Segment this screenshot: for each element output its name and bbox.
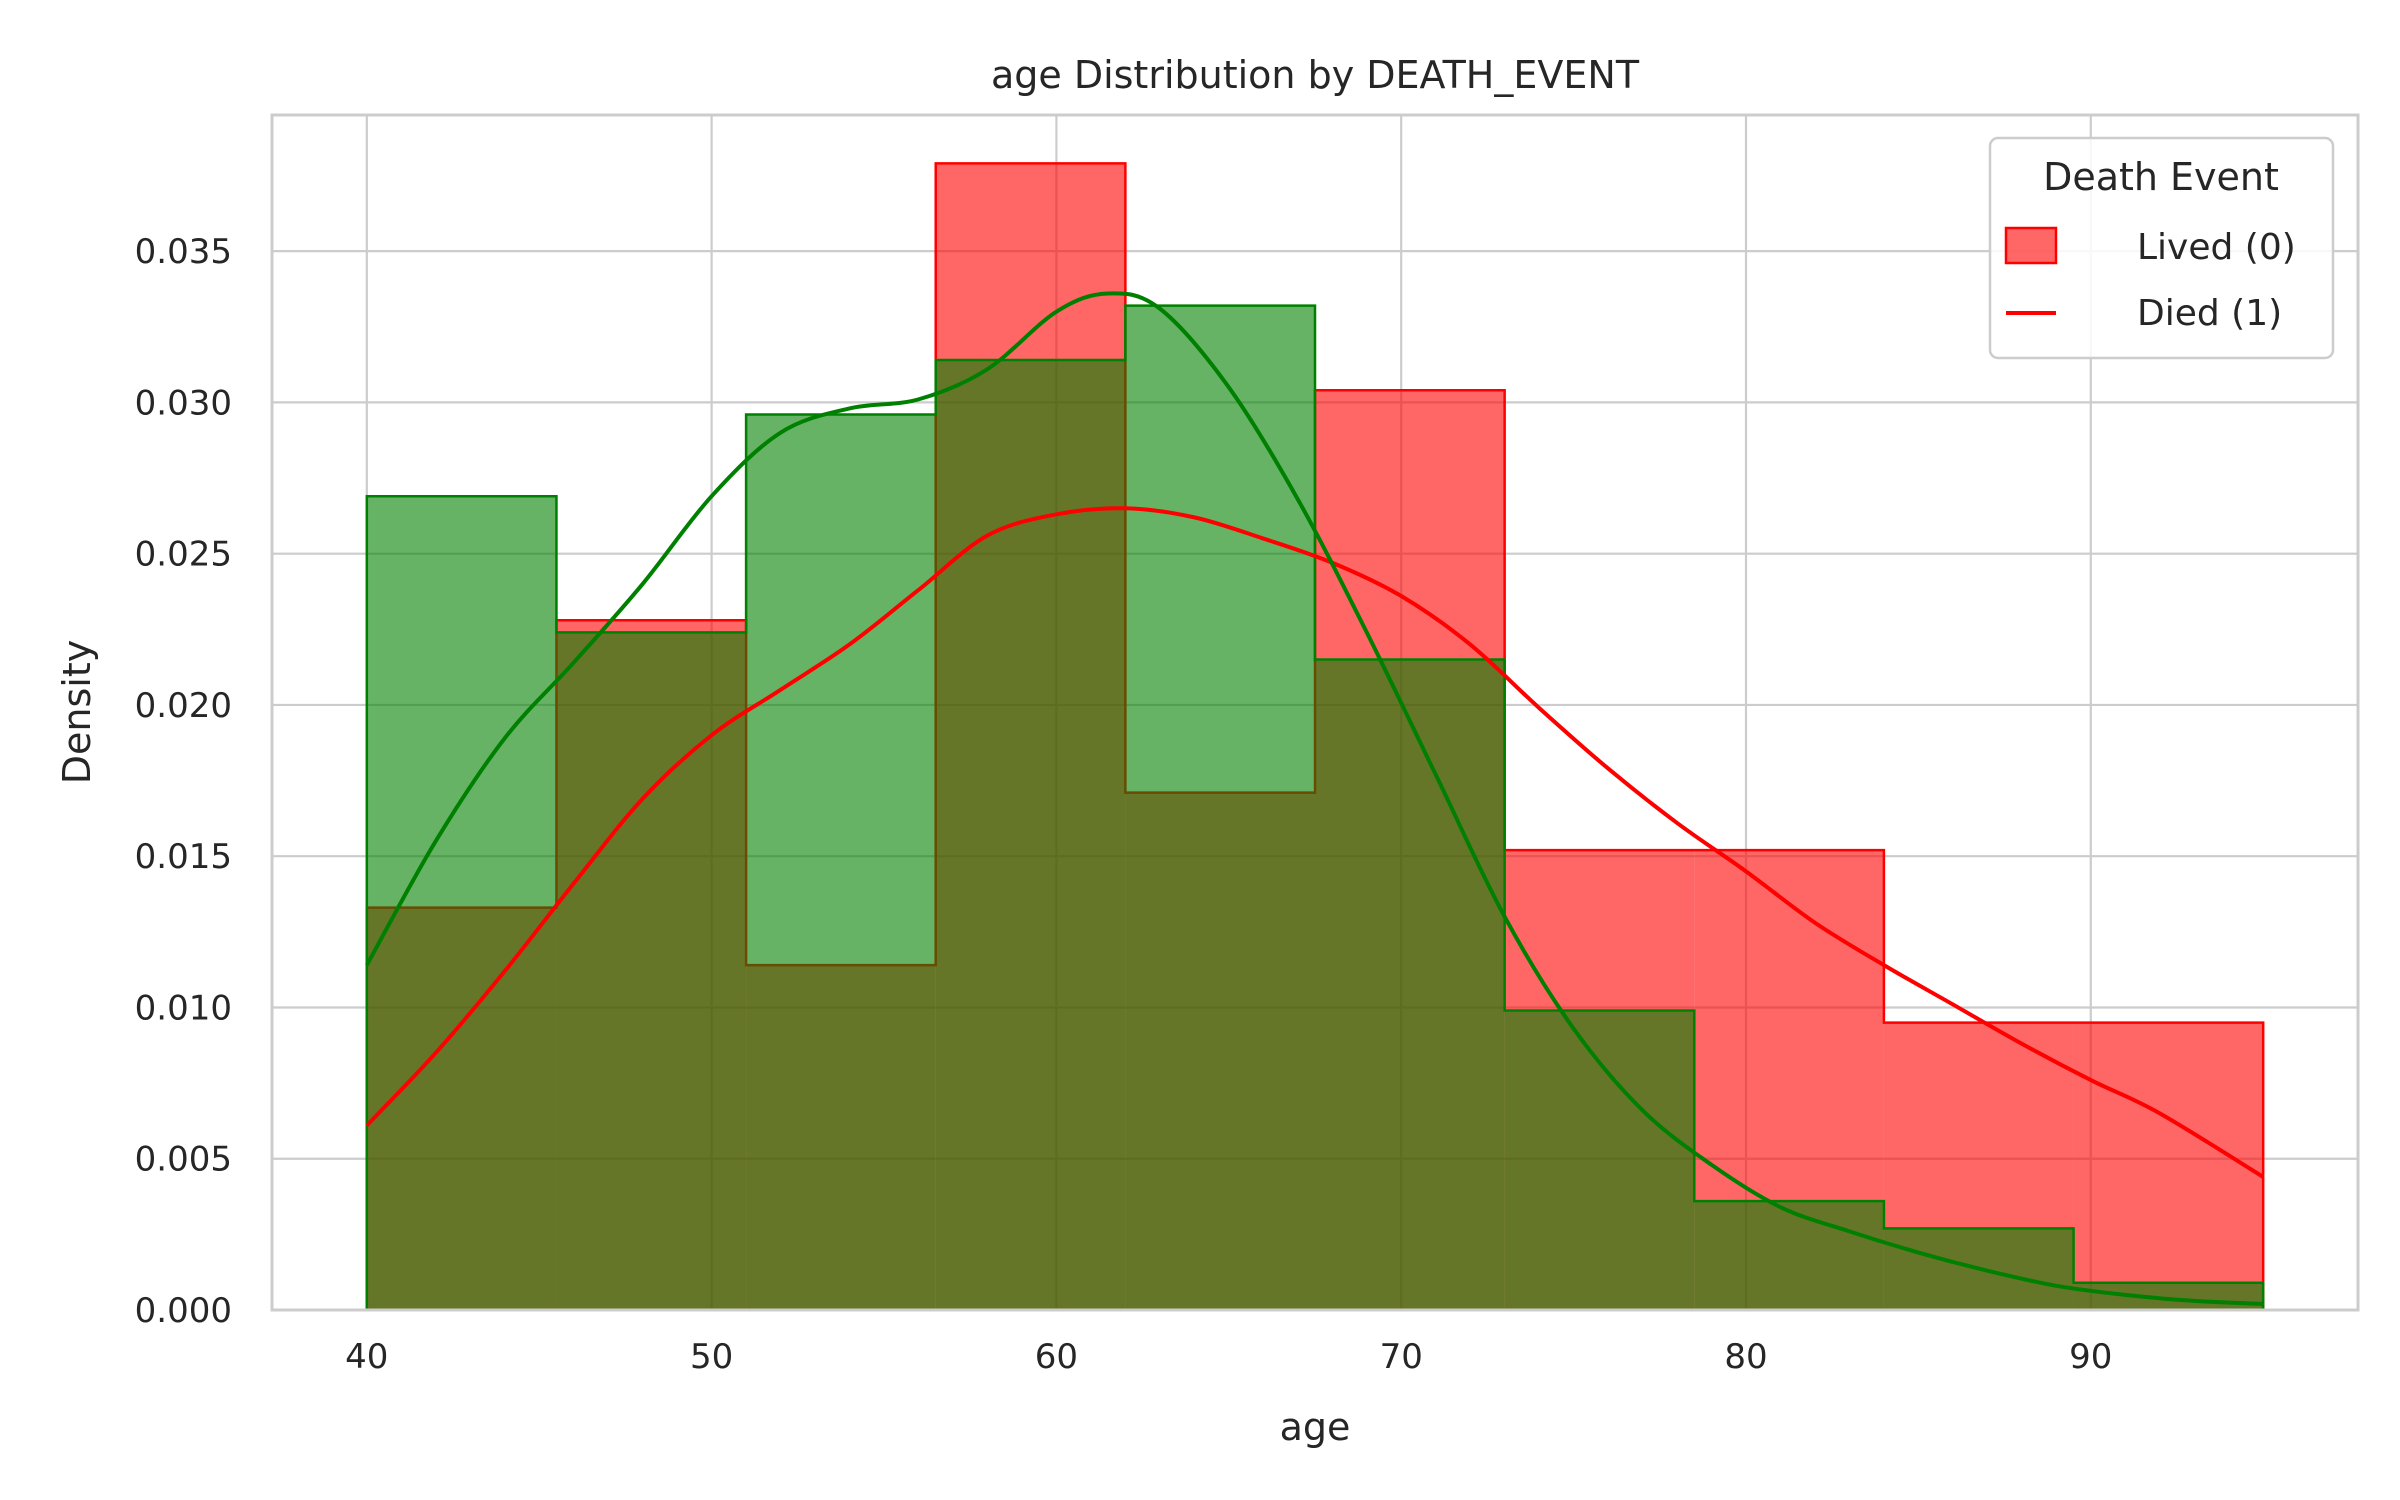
- bar-green: [935, 360, 1126, 1310]
- legend-title: Death Event: [2043, 155, 2279, 199]
- x-tick-label: 90: [2069, 1337, 2112, 1377]
- kde-line-green: [365, 291, 2264, 1306]
- y-axis-label: Density: [55, 640, 99, 784]
- bar-red: [2073, 1022, 2264, 1310]
- bar-green: [1694, 1201, 1884, 1310]
- legend-label-lived: Lived (0): [2137, 227, 2296, 268]
- y-tick-label: 0.020: [135, 686, 232, 726]
- bar-outline-green: [365, 304, 2265, 1310]
- legend: Death Event Lived (0) Died (1): [1988, 136, 2335, 360]
- legend-label-died: Died (1): [2137, 293, 2282, 334]
- x-tick-label: 40: [345, 1337, 388, 1377]
- y-tick-label: 0.035: [135, 232, 232, 272]
- legend-box: [1988, 136, 2335, 360]
- x-tick-label: 70: [1380, 1337, 1423, 1377]
- legend-patch-lived: [2004, 226, 2058, 265]
- x-tick-label: 60: [1035, 1337, 1078, 1377]
- bar-green: [1315, 659, 1505, 1310]
- kde-curves: [365, 291, 2265, 1306]
- y-tick-label: 0.005: [135, 1140, 232, 1180]
- y-tick-label: 0.015: [135, 837, 232, 877]
- bar-green: [1504, 1010, 1695, 1310]
- bar-green: [2073, 1282, 2264, 1310]
- x-tick-label: 80: [1724, 1337, 1767, 1377]
- bars-green: [365, 304, 2265, 1310]
- plot-frame: [270, 113, 2360, 1312]
- y-tick-label: 0.025: [135, 535, 232, 575]
- y-tick-label: 0.010: [135, 988, 232, 1028]
- kde-line-red: [365, 506, 2265, 1179]
- x-axis-ticks: 40 50 60 70 80 90: [345, 1337, 2112, 1377]
- y-tick-label: 0.000: [135, 1291, 232, 1331]
- y-tick-label: 0.030: [135, 383, 232, 423]
- x-tick-label: 50: [690, 1337, 733, 1377]
- x-axis-label: age: [1280, 1405, 1351, 1449]
- y-axis-ticks: 0.000 0.005 0.010 0.015 0.020 0.025 0.030 0.035: [135, 232, 232, 1331]
- bar-green: [746, 414, 936, 1310]
- bar-green: [1125, 305, 1315, 1310]
- chart-title: age Distribution by DEATH_EVENT: [991, 53, 1640, 97]
- bar-green: [556, 632, 747, 1310]
- bar-green: [366, 496, 557, 1310]
- histogram-bars: [365, 162, 2265, 1311]
